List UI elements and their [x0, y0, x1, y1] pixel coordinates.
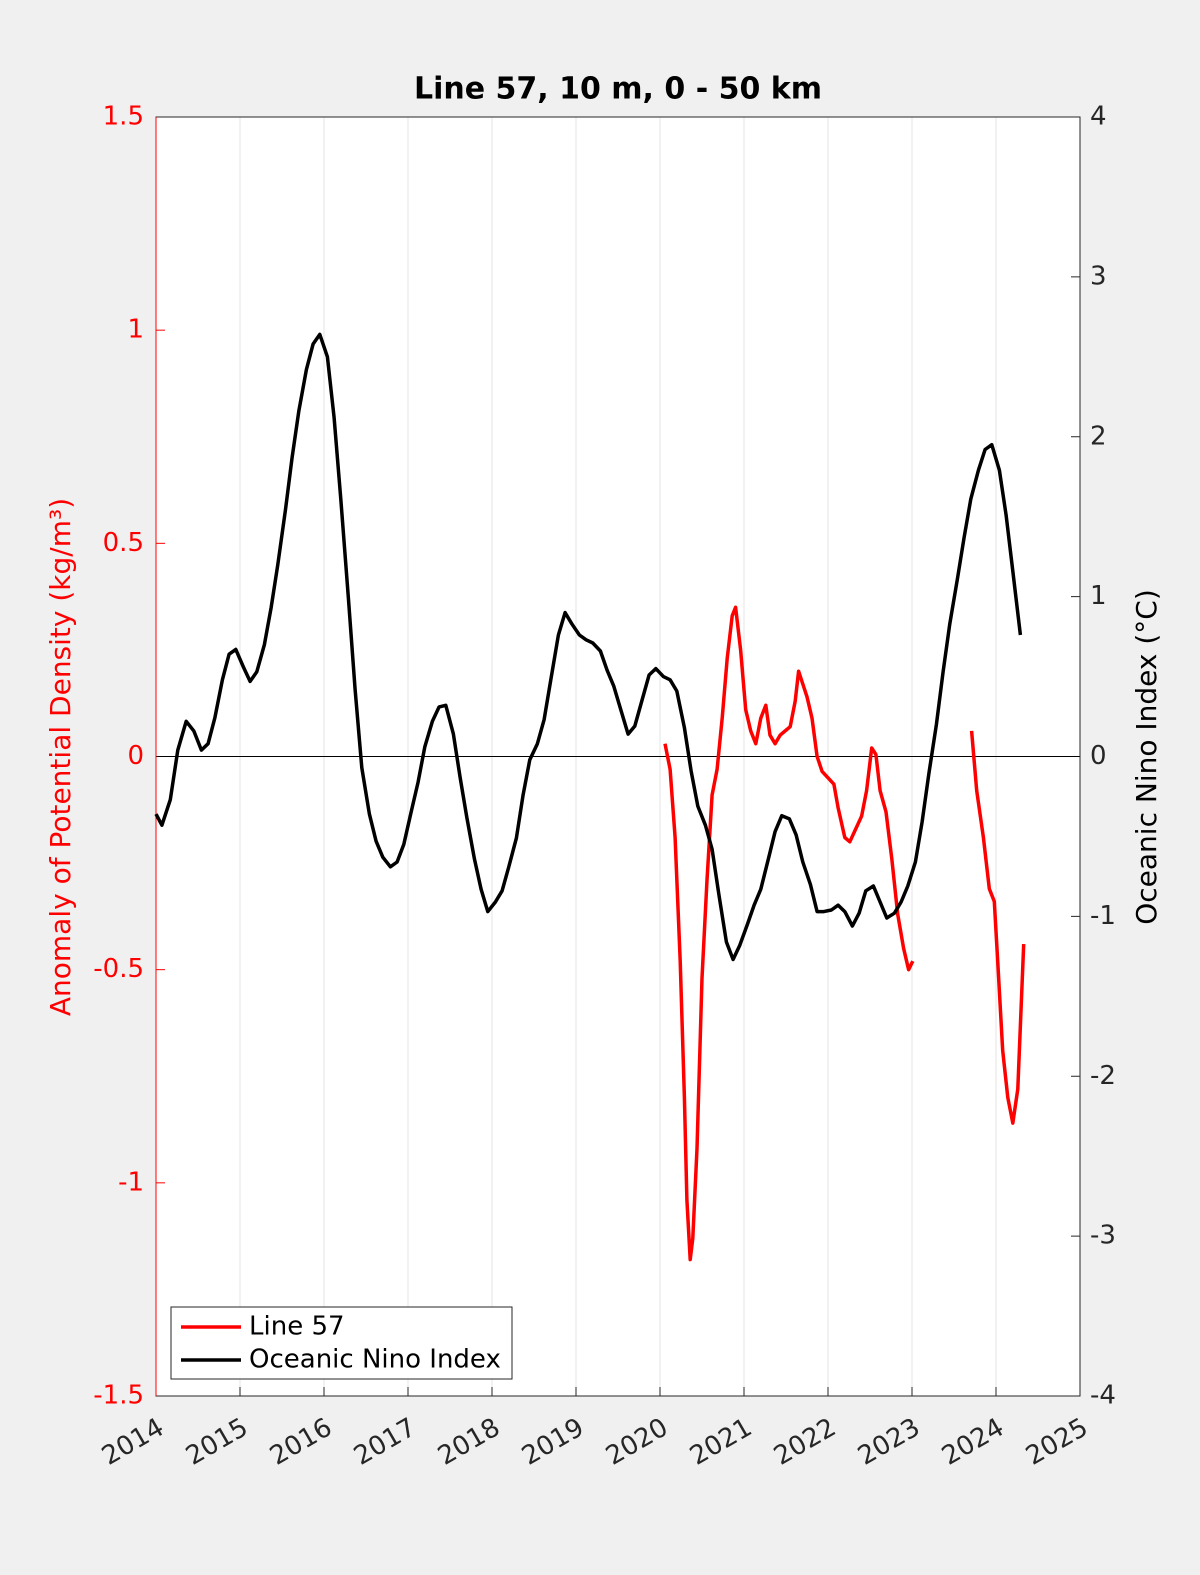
y-axis-label: Anomaly of Potential Density (kg/m³) — [44, 498, 77, 1016]
y-tick-label: 1.5 — [103, 102, 144, 132]
data-line — [154, 332, 1023, 962]
y2-tick-label: 0 — [1090, 741, 1107, 771]
y-tick-label: 0.5 — [103, 528, 144, 558]
x-tick-label: 2017 — [349, 1413, 421, 1472]
x-tick-label: 2018 — [433, 1413, 505, 1472]
y2-tick-label: 2 — [1090, 421, 1107, 451]
x-tick-label: 2025 — [1021, 1413, 1093, 1472]
y2-axis-label: Oceanic Nino Index (°C) — [1130, 589, 1163, 925]
legend-label: Oceanic Nino Index — [249, 1345, 501, 1375]
y2-tick-label: -4 — [1090, 1381, 1116, 1411]
y2-tick-label: -3 — [1090, 1221, 1116, 1251]
x-tick-label: 2021 — [685, 1413, 757, 1472]
x-tick-label: 2022 — [769, 1413, 841, 1472]
x-tick-label: 2020 — [601, 1413, 673, 1472]
x-tick-label: 2015 — [181, 1413, 253, 1472]
y2-tick-label: 1 — [1090, 581, 1107, 611]
x-tick-label: 2019 — [517, 1413, 589, 1472]
y-tick-label: -1.5 — [93, 1381, 144, 1411]
y-tick-label: 0 — [127, 741, 144, 771]
data-line — [663, 605, 1026, 1262]
y-tick-label: -1 — [118, 1167, 144, 1197]
y2-tick-label: 3 — [1090, 261, 1107, 291]
x-tick-label: 2023 — [853, 1413, 925, 1472]
x-tick-label: 2016 — [265, 1413, 337, 1472]
y-tick-label: 1 — [127, 315, 144, 345]
x-tick-label: 2014 — [97, 1413, 169, 1472]
y-tick-label: -0.5 — [93, 954, 144, 984]
chart-title: Line 57, 10 m, 0 - 50 km — [414, 72, 822, 107]
legend-label: Line 57 — [249, 1312, 345, 1342]
legend-box — [170, 1306, 513, 1380]
x-tick-label: 2024 — [937, 1413, 1009, 1472]
y2-tick-label: -2 — [1090, 1061, 1116, 1091]
y2-tick-label: -1 — [1090, 901, 1116, 931]
y2-tick-label: 4 — [1090, 102, 1107, 132]
